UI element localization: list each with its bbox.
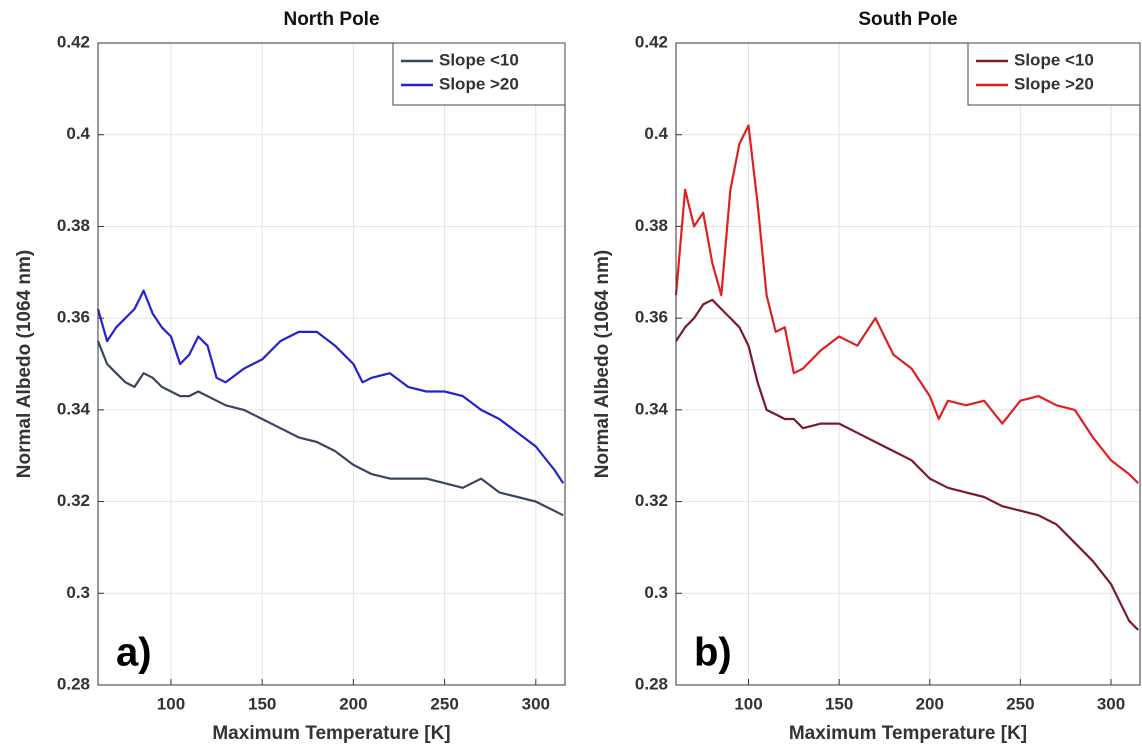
x-tick-label: 100 [157,694,185,713]
legend-label: Slope <10 [439,50,519,69]
legend-box [392,42,566,106]
x-tick-label: 100 [734,694,762,713]
y-tick-label: 0.38 [57,216,90,235]
plot-frame [675,42,1141,686]
plot-area [676,43,1140,685]
y-tick-label: 0.34 [635,399,669,418]
x-tick-label: 300 [1097,694,1125,713]
y-axis-label: Normal Albedo (1064 nm) [592,250,613,478]
x-tick-label: 150 [825,694,853,713]
y-axis-label: Normal Albedo (1064 nm) [14,250,35,478]
x-tick-label: 200 [339,694,367,713]
y-tick-label: 0.28 [635,674,668,693]
y-tick-label: 0.38 [635,216,668,235]
plot-area [98,43,565,685]
x-axis-label: Maximum Temperature [K] [789,723,1027,744]
data-line [675,298,1139,631]
legend-label: Slope >20 [1014,74,1094,93]
x-tick-label: 200 [916,694,944,713]
y-tick-label: 0.34 [57,399,91,418]
data-line [96,340,564,517]
data-line [674,124,1139,484]
x-tick-label: 250 [430,694,458,713]
y-tick-label: 0.32 [57,491,90,510]
x-tick-label: 250 [1006,694,1034,713]
data-line [96,289,565,484]
panel-label: b) [694,631,732,675]
x-axis-label: Maximum Temperature [K] [212,723,450,744]
chart-title: North Pole [283,9,379,30]
y-tick-label: 0.42 [57,32,90,51]
plot-frame [97,42,566,686]
chart-title: South Pole [858,9,957,30]
x-tick-label: 300 [522,694,550,713]
panel-label: a) [116,631,152,675]
x-tick-label: 150 [248,694,276,713]
y-tick-label: 0.32 [635,491,668,510]
y-tick-label: 0.42 [635,32,668,51]
legend-box [967,42,1141,106]
y-tick-label: 0.4 [66,124,90,143]
legend-label: Slope >20 [439,74,519,93]
y-tick-label: 0.36 [57,308,90,327]
y-tick-label: 0.3 [644,583,668,602]
y-tick-label: 0.28 [57,674,90,693]
y-tick-label: 0.4 [644,124,668,143]
y-tick-label: 0.3 [66,583,90,602]
y-tick-label: 0.36 [635,308,668,327]
legend-label: Slope <10 [1014,50,1094,69]
